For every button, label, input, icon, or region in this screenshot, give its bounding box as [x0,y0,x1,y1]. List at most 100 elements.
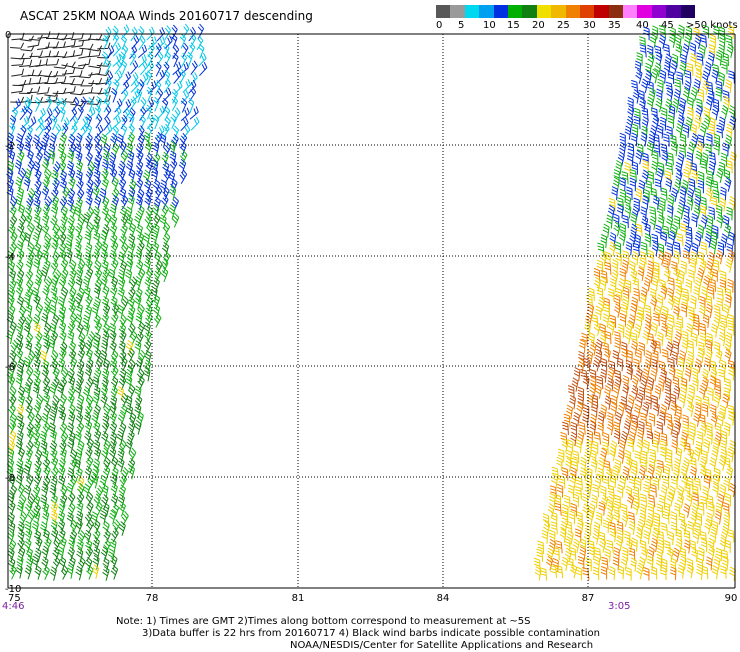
wind-barb [674,330,682,346]
wind-barb [639,251,647,265]
wind-barb [57,311,65,327]
wind-barb [67,188,76,203]
wind-barb [128,286,136,302]
wind-barb [624,125,632,140]
wind-barb [27,116,37,130]
wind-barb [111,527,119,543]
wind-barb [135,357,143,373]
wind-barb [635,367,643,382]
wind-barb [102,266,110,282]
wind-barb [625,537,633,552]
wind-barb [697,430,704,445]
wind-barb [697,179,704,194]
wind-barb [633,358,640,372]
wind-barb [619,132,626,147]
wind-barb [721,549,729,563]
wind-barb [26,428,35,444]
wind-barb [87,161,96,176]
wind-barb [625,456,633,471]
wind-barb [69,311,78,327]
wind-barb [135,167,143,183]
wind-barb [577,556,585,570]
wind-barb [593,276,601,292]
wind-barb [660,522,668,536]
wind-barb [153,212,161,228]
wind-barb [76,500,84,516]
wind-barb [630,213,638,228]
wind-barb [8,521,16,536]
wind-barb [589,376,597,391]
wind-barb [708,89,715,104]
wind-barb [65,248,73,264]
scale-swatch [565,5,580,18]
wind-barb [612,556,620,571]
wind-barb [7,492,15,507]
wind-barb [675,161,683,176]
note-line-1: Note: 1) Times are GMT 2)Times along bot… [116,616,531,627]
wind-barb [102,35,109,50]
wind-barb [76,421,85,437]
wind-barb [679,97,686,112]
wind-barb [665,457,673,472]
wind-barb [15,284,24,300]
wind-barb [31,555,39,571]
wind-barb [120,392,129,408]
wind-barb [101,312,109,328]
wind-barb [711,105,719,121]
wind-barb [118,501,126,517]
wind-barb [92,420,101,436]
wind-barb [125,375,133,390]
wind-barb [189,72,198,87]
wind-barb [63,39,76,48]
wind-barb [131,35,140,50]
wind-barb [74,241,82,257]
wind-barb [161,242,170,257]
wind-barb [138,349,146,365]
wind-barb [127,383,136,399]
wind-barb [100,384,108,400]
wind-barb [59,178,67,194]
wind-barb [161,151,169,167]
wind-barb [128,304,136,320]
wind-barb [689,456,697,471]
wind-barb [693,78,701,93]
wind-barb [627,394,635,409]
wind-barb [85,455,94,471]
wind-barb [67,368,75,383]
wind-barb [588,332,595,347]
wind-barb [656,294,664,309]
wind-barb [103,529,111,544]
wind-barb [52,556,61,571]
wind-barb [707,545,715,561]
wind-barb [690,86,698,102]
wind-barb [95,113,103,129]
wind-barb [648,457,656,472]
wind-barb [662,348,669,363]
wind-barb [17,222,25,238]
wind-barb [49,304,57,319]
wind-barb [151,167,159,183]
wind-barb [694,114,702,129]
wind-barb [619,141,627,157]
wind-barb [622,214,629,229]
wind-barb [7,439,16,455]
wind-barb [142,232,150,248]
wind-barb [134,213,142,228]
wind-barb [69,457,78,472]
wind-barb [595,348,603,363]
latitude-tick-label: -4 [5,252,15,263]
wind-barb [725,331,733,346]
wind-barb [569,394,576,410]
wind-barb [640,125,648,140]
wind-barb [82,483,91,499]
wind-barb [164,35,173,50]
wind-barb [155,79,162,95]
wind-barb [18,167,27,183]
wind-barb [633,494,640,509]
wind-barb [635,528,643,544]
wind-barb [119,233,127,249]
wind-barb [120,59,128,75]
wind-barb [50,259,59,275]
wind-barb [640,286,648,302]
wind-barb [49,484,57,500]
